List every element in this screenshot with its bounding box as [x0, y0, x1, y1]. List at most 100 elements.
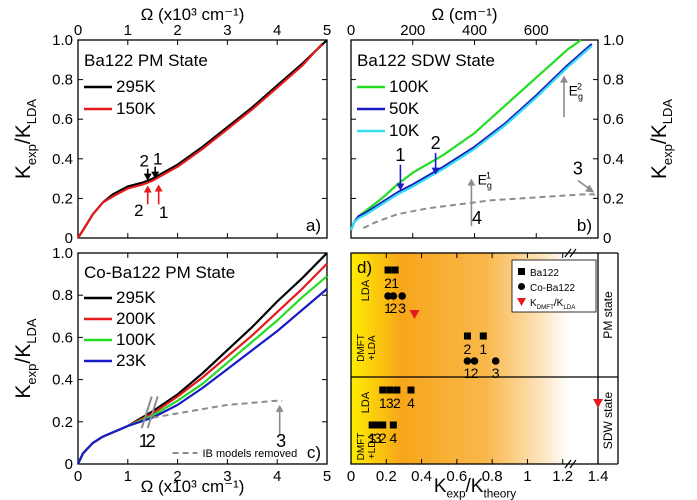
panel-a-arrow-black-1-head — [151, 171, 160, 179]
panel-c-annotation: 2 — [146, 431, 156, 451]
panel-b-annotation: 1 — [395, 145, 405, 165]
panel-d-row-label: +LDA — [367, 335, 378, 361]
panel-c-title: Co-Ba122 PM State — [84, 263, 235, 282]
panel-c-legend-label: 23K — [116, 351, 147, 370]
panel-c-legend-label: 295K — [116, 288, 156, 307]
panel-d-marker-circle — [389, 292, 398, 300]
panel-d-xtick-label: 1 — [523, 468, 531, 485]
panel-d-marker-circle — [470, 357, 479, 365]
panel-b-ytick-label: 0.6 — [603, 111, 624, 128]
panel-b-top-axis-label: Ω (cm⁻¹) — [431, 5, 497, 24]
panel-d-xtick-label: 1.2 — [552, 468, 573, 485]
panel-d-marker-circle — [491, 357, 500, 365]
panel-d-point-label: 3 — [492, 365, 500, 381]
panel-b-arrow-eg1-head — [467, 178, 476, 186]
panel-a-annotation: 2 — [134, 201, 143, 220]
panel-b-annotation: Eg1 — [478, 171, 492, 191]
panel-b-ytick-label: 1.0 — [603, 32, 624, 49]
panel-d-xlabel: Kexp/Ktheory — [434, 476, 516, 500]
panel-a-xtick-label: 4 — [273, 22, 281, 39]
panel-d-group-label: SDW state — [601, 392, 615, 450]
panel-d-legend-circle — [518, 283, 525, 290]
panel-c-legend-label: 100K — [116, 330, 156, 349]
panel-c-break-mark — [140, 396, 153, 429]
panel-d-xtick-label: 0.2 — [376, 468, 397, 485]
panel-b-legend-label: 50K — [389, 99, 420, 118]
panel-d-marker-square — [391, 266, 399, 274]
panel-d-marker-square — [407, 386, 415, 394]
panel-d-row-label: LDA — [360, 391, 372, 413]
panel-d-marker-triangle — [593, 399, 603, 408]
panel-d-marker-square — [386, 386, 394, 394]
panel-b-series-line — [349, 45, 593, 231]
panel-b-annotation: 3 — [573, 159, 583, 179]
panel-d-point-label: 2 — [389, 300, 397, 316]
panel-d-row-label: +LDA — [367, 434, 378, 460]
panel-d-frame — [350, 252, 599, 465]
panel-d-xtick-label: 0.4 — [411, 468, 432, 485]
panel-d-marker-circle — [463, 357, 472, 365]
panel-b-xtick-label: 600 — [524, 22, 549, 39]
panel-c-legend-label: 200K — [116, 309, 156, 328]
panel-b-annotation: 2 — [431, 133, 441, 153]
panel-d-point-label: 3 — [398, 300, 406, 316]
panel-a-xtick-label: 1 — [124, 22, 132, 39]
panel-c-ytick-label: 0.8 — [52, 287, 73, 304]
panel-a-xtick-label: 5 — [323, 22, 331, 39]
panel-d-marker-square — [389, 421, 397, 429]
panel-d-marker-square — [373, 421, 381, 429]
panel-a-xtick-label: 3 — [223, 22, 231, 39]
panel-d-marker-square — [384, 266, 392, 274]
panel-d-marker-circle — [398, 292, 406, 300]
panel-d-legend-label: Ba122 — [530, 268, 559, 279]
panel-d-point-label: 2 — [379, 430, 387, 446]
panel-d-point-label: 1 — [479, 341, 487, 357]
panel-d-point-label: 2 — [471, 365, 479, 381]
panel-b-series-line — [362, 193, 595, 230]
panel-d-marker-square — [379, 386, 387, 394]
panel-d-marker-square — [479, 332, 487, 340]
panel-a-arrow-red-2-head — [143, 185, 152, 193]
panel-c-ytick-label: 0 — [65, 456, 73, 473]
panel-c-xtick-label: 4 — [273, 468, 281, 485]
panel-a-title: Ba122 PM State — [84, 51, 208, 70]
panel-c-xtick-label: 2 — [173, 468, 181, 485]
panel-a-top-axis-label: Ω (x10³ cm⁻¹) — [141, 5, 245, 24]
panel-d-point-label: 1 — [368, 430, 376, 446]
panel-b-ylabel: Kexp/KLDA — [648, 99, 675, 179]
panel-d-marker-triangle — [409, 310, 420, 319]
panel-b-xtick-label: 200 — [400, 22, 425, 39]
panel-a-ytick-label: 0.8 — [52, 72, 73, 89]
panel-d-axis-break — [564, 248, 572, 258]
panel-d-point-label: 3 — [374, 430, 382, 446]
panel-b-ytick-label: 0.8 — [603, 72, 624, 89]
panel-d-row-label: DMFT — [356, 334, 367, 362]
panel-b-series-line — [349, 43, 593, 231]
panel-a-ytick-label: 0.6 — [52, 111, 73, 128]
panel-c-ylabel: Kexp/KLDA — [12, 318, 39, 398]
panel-d-legend-triangle — [517, 298, 526, 306]
panel-c-series-line — [152, 399, 283, 419]
panel-d-point-label: 4 — [389, 430, 397, 446]
panel-b-xtick-label: 400 — [462, 22, 487, 39]
panel-c-ytick-label: 1.0 — [52, 245, 73, 262]
panel-b-title: Ba122 SDW State — [357, 51, 495, 70]
panel-b-legend-label: 10K — [389, 121, 420, 140]
panel-c-xtick-label: 1 — [124, 468, 132, 485]
panel-d-legend-box — [511, 259, 597, 313]
panel-b-arrow-eg2-head — [560, 75, 569, 83]
panel-a-xtick-label: 2 — [173, 22, 181, 39]
panel-d-point-label: 2 — [464, 341, 472, 357]
panel-d-marker-square — [393, 386, 401, 394]
panel-b-arrow-2-head — [431, 167, 440, 175]
panel-b-arrow-1-head — [396, 183, 405, 191]
panel-d-point-label: 4 — [407, 395, 415, 411]
panel-b-annotation: 4 — [472, 208, 482, 228]
panel-b-ytick-label: 0.4 — [603, 151, 624, 168]
panel-b-ytick-label: 0.2 — [603, 190, 624, 207]
panel-b-label: b) — [577, 216, 592, 235]
panel-c-arrow-3-head — [275, 404, 284, 412]
panel-a-arrow-red-1-head — [154, 184, 163, 192]
panel-a-label: a) — [306, 216, 321, 235]
